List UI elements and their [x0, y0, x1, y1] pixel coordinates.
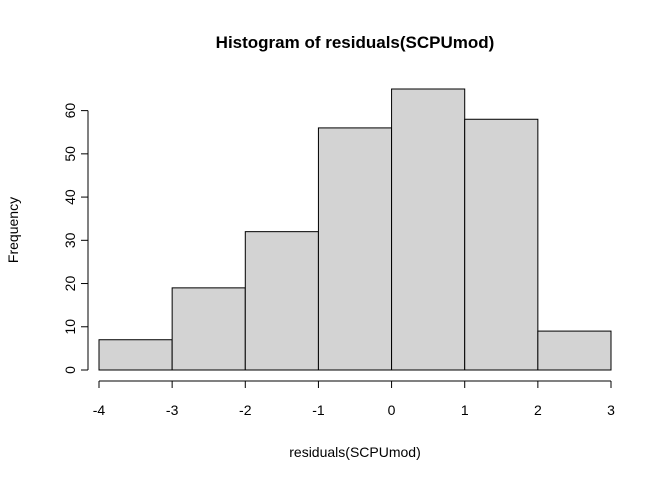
histogram-bar-5: [464, 118, 539, 371]
y-axis: 0 10 20 30 40 50 60: [62, 103, 89, 374]
histogram-bar-3: [317, 127, 393, 371]
x-tick-label-2: -2: [239, 402, 252, 418]
y-tick-label-5: 50: [62, 146, 78, 162]
histogram-bar-4: [391, 88, 466, 371]
x-tick-label-5: 1: [461, 402, 469, 418]
x-tick-label-7: 3: [607, 402, 615, 418]
y-tick-label-6: 60: [62, 103, 78, 119]
histogram-bar-1: [171, 287, 246, 371]
x-axis-label: residuals(SCPUmod): [289, 444, 420, 460]
y-axis-label: Frequency: [5, 197, 21, 263]
x-tick-label-3: -1: [312, 402, 325, 418]
histogram-bar-6: [537, 330, 612, 371]
x-tick-label-6: 2: [534, 402, 542, 418]
y-tick-label-3: 30: [62, 232, 78, 248]
bars-group: [98, 88, 612, 371]
histogram-bar-2: [244, 231, 319, 371]
chart-title: Histogram of residuals(SCPUmod): [216, 33, 495, 52]
x-axis: -4 -3 -2 -1 0 1 2 3: [93, 380, 615, 418]
y-tick-label-2: 20: [62, 276, 78, 292]
x-tick-label-4: 0: [388, 402, 396, 418]
y-tick-label-4: 40: [62, 189, 78, 205]
x-tick-label-0: -4: [93, 402, 106, 418]
y-tick-label-0: 0: [62, 366, 78, 374]
histogram-bar-0: [98, 339, 173, 371]
x-tick-label-1: -3: [166, 402, 179, 418]
y-tick-label-1: 10: [62, 319, 78, 335]
